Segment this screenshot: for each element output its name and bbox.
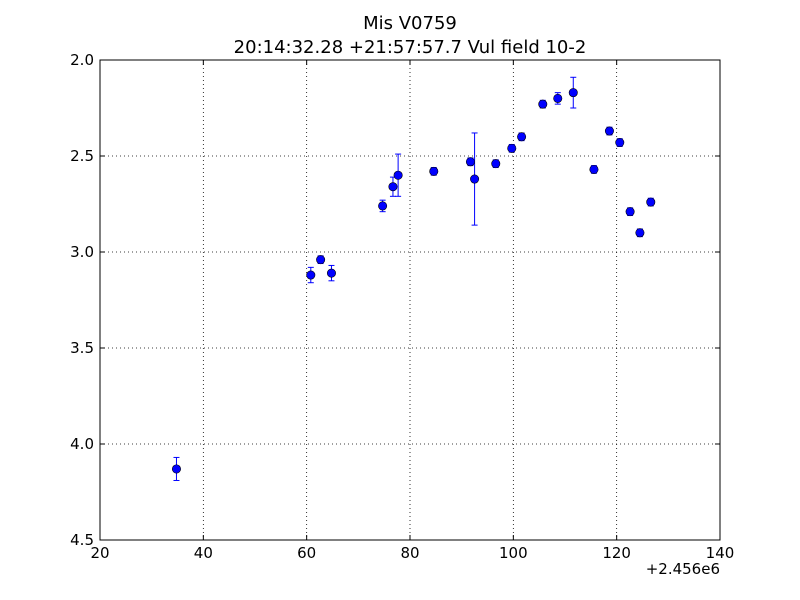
data-point [635,228,645,238]
data-point [507,143,517,153]
chart-title: Mis V0759 [363,13,457,34]
x-tick-label: 120 [602,544,631,562]
data-point [306,270,316,280]
data-point [589,164,599,174]
data-point [429,166,439,176]
data-point [171,464,181,474]
data-point [378,201,388,211]
data-points [171,88,656,474]
data-point [538,99,548,109]
x-offset-label: +2.456e6 [646,560,720,578]
data-point [615,138,625,148]
y-tick-label: 4.0 [70,435,94,453]
x-tick-label: 80 [400,544,419,562]
y-tick-label: 3.5 [70,339,94,357]
x-tick-label: 140 [706,544,735,562]
data-point [517,132,527,142]
axis-ticks [99,59,721,541]
x-tick-label: 60 [297,544,316,562]
data-point [625,207,635,217]
data-point [553,93,563,103]
y-tick-label: 2.5 [70,147,94,165]
data-point [470,174,480,184]
y-tick-label: 4.5 [70,531,94,549]
x-tick-label: 100 [499,544,528,562]
error-bars [173,76,654,481]
data-point [568,88,578,98]
grid-lines [100,60,720,540]
data-point [388,182,398,192]
data-point [646,197,656,207]
y-tick-labels: 2.0 2.5 3.0 3.5 4.0 4.5 [70,51,94,549]
data-point [604,126,614,136]
y-tick-label: 3.0 [70,243,94,261]
data-point [491,159,501,169]
y-tick-label: 2.0 [70,51,94,69]
data-point [393,170,403,180]
x-tick-label: 20 [90,544,109,562]
data-point [316,255,326,265]
x-tick-labels: 20 40 60 80 100 120 140 [90,544,734,562]
chart-subtitle: 20:14:32.28 +21:57:57.7 Vul field 10-2 [234,37,587,58]
data-point [326,268,336,278]
x-tick-label: 40 [194,544,213,562]
data-point [465,157,475,167]
